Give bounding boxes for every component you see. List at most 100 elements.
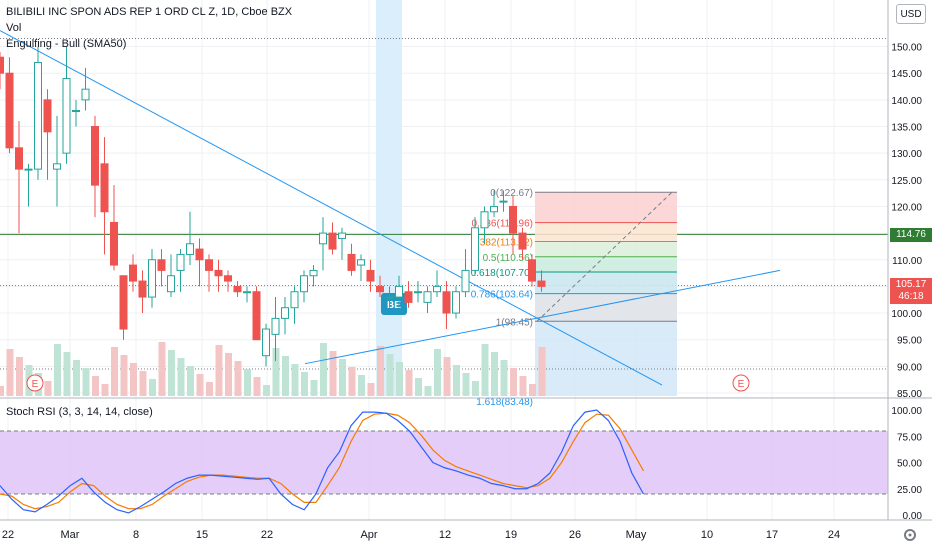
candle-body: [423, 291, 432, 303]
volume-bar: [196, 374, 204, 396]
time-tick-label: 15: [196, 529, 208, 541]
fib-band: [535, 192, 677, 223]
candle-body: [148, 259, 156, 298]
volume-label: Vol: [6, 22, 22, 34]
trend-lines[interactable]: BE E E: [0, 30, 781, 392]
earnings-marker: E: [732, 374, 750, 392]
volume-bar: [282, 356, 289, 396]
fib-level-label: 0.618(107.70): [471, 268, 533, 279]
volume-bar: [453, 365, 460, 396]
volume-bar: [177, 358, 185, 396]
symbol-title: BILIBILI INC SPON ADS REP 1 ORD CL Z, 1D…: [6, 6, 293, 18]
candle-body: [110, 221, 118, 266]
last-price-value: 105.17: [895, 279, 927, 290]
ascending-trendline: [304, 269, 781, 365]
settings-gear-icon[interactable]: [904, 529, 916, 541]
candle-body: [442, 291, 451, 314]
candle-body: [81, 88, 90, 101]
fib-level-label: 0.236(116.96): [471, 219, 533, 230]
volume-bar: [44, 381, 52, 396]
volume-bar: [139, 371, 147, 396]
volume-bar: [510, 368, 517, 396]
candle-body: [5, 72, 14, 149]
candle-body: [271, 317, 280, 335]
price-tick-label: 150.00: [891, 43, 922, 54]
volume-bar: [310, 380, 318, 396]
volume-bar: [500, 360, 508, 396]
candles: [0, 46, 546, 367]
volume-bar: [244, 369, 251, 396]
volume-bar: [434, 349, 441, 396]
candle-body: [471, 227, 479, 271]
fib-retracement[interactable]: 0(122.67) 0.236(116.96) 0.382(113.42) 0.5(1…: [471, 188, 677, 408]
candle-body: [414, 291, 422, 294]
candle-body: [385, 296, 394, 299]
fib-trend-line: [536, 191, 673, 322]
volume-bar: [111, 347, 118, 396]
be-marker: BE: [381, 293, 407, 315]
volume-bar: [329, 351, 337, 396]
earnings-marker: E: [26, 374, 44, 392]
volume-bar: [158, 342, 166, 396]
candle-body: [252, 291, 261, 341]
candle-body: [490, 205, 498, 213]
candle-body: [186, 243, 194, 255]
gear-hub: [908, 533, 912, 537]
stoch-tick-label: 25.00: [897, 485, 922, 496]
candle-body: [62, 78, 71, 154]
volume-bar: [92, 376, 99, 396]
candle-body: [205, 259, 213, 271]
volume-bar: [73, 360, 80, 396]
time-tick-label: 8: [133, 529, 139, 541]
currency-button[interactable]: USD: [896, 4, 926, 24]
candle-body: [480, 211, 489, 229]
fib-level-label: 0.382(113.42): [471, 238, 533, 249]
candle-body: [518, 232, 527, 250]
candle-body: [119, 275, 128, 330]
bar-countdown: 46:18: [898, 291, 924, 302]
fib-level-label: 0.786(103.64): [471, 290, 533, 301]
candle-body: [0, 56, 4, 74]
price-tick-label: 135.00: [891, 123, 922, 134]
time-tick-label: 26: [569, 529, 581, 541]
time-tick-label: 22: [261, 529, 273, 541]
candle-body: [319, 232, 327, 245]
time-tick-label: Mar: [61, 529, 80, 541]
volume-bar: [358, 375, 365, 396]
indicator-label: Engulfing - Bull (SMA50): [6, 38, 127, 50]
candle-body: [100, 163, 109, 213]
candle-body: [15, 147, 23, 170]
stoch-band: [0, 431, 888, 494]
vertical-highlight: [376, 0, 402, 396]
volume-bar: [187, 366, 194, 396]
candle-body: [224, 275, 232, 282]
candle-body: [243, 291, 251, 294]
fib-band: [535, 293, 677, 322]
stoch-rsi-label: Stoch RSI (3, 3, 14, 14, close): [6, 406, 153, 418]
price-tick-label: 95.00: [897, 336, 922, 347]
fib-level-label: 0(122.67): [490, 188, 533, 199]
candle-body: [537, 280, 546, 287]
earnings-label: E: [32, 379, 39, 390]
time-tick-label: 12: [439, 529, 451, 541]
price-tick-label: 125.00: [891, 176, 922, 187]
descending-trendline: [0, 30, 663, 386]
candle-body: [309, 269, 318, 277]
earnings-circle: [26, 374, 44, 392]
volume-bar: [0, 386, 4, 396]
candle-body: [338, 232, 346, 239]
volume-bar: [443, 357, 451, 396]
volume-bar: [377, 346, 384, 396]
candle-body: [34, 62, 42, 170]
fib-band: [535, 272, 677, 294]
price-tick-label: 140.00: [891, 96, 922, 107]
candle-body: [357, 259, 365, 266]
candle-body: [366, 269, 375, 282]
candle-body: [167, 275, 175, 293]
volume-bar: [253, 377, 261, 396]
candle-body: [433, 285, 441, 293]
stoch-k-line: [0, 409, 645, 514]
candle-body: [328, 232, 337, 250]
volume-bar: [225, 353, 232, 396]
